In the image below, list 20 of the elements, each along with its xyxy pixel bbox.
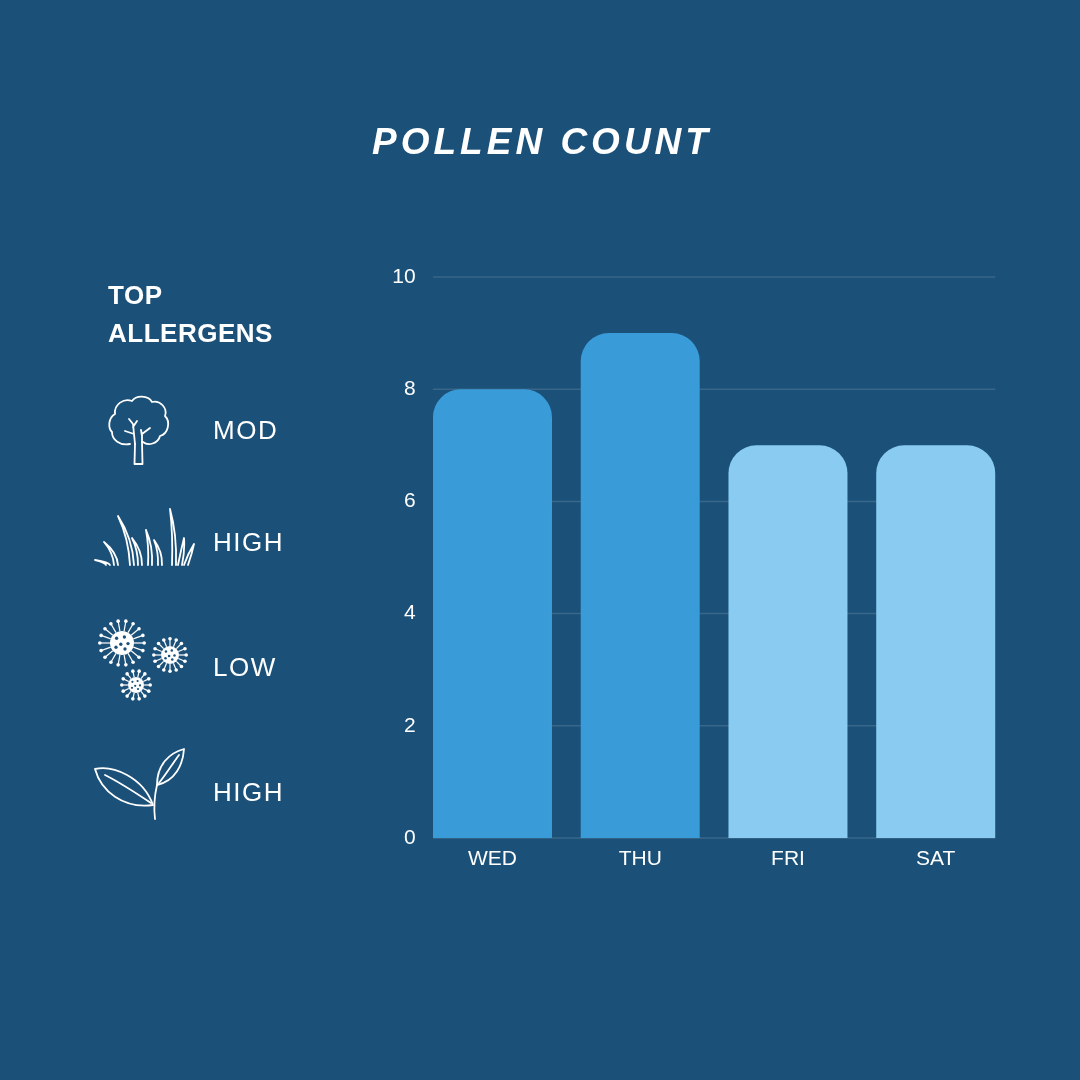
text: HIGH [213,777,284,807]
text: HIGH [213,527,284,557]
bar [580,333,700,838]
y-tick-label: 2 [403,712,416,736]
bar [728,445,848,838]
bar [432,389,552,838]
x-tick-label: WED [467,846,517,870]
bar [876,445,996,838]
x-tick-label: SAT [916,846,956,870]
x-tick-label: THU [618,846,662,870]
chart-title: POLLEN COUNT [372,121,712,162]
y-tick-label: 6 [403,488,416,512]
text: LOW [213,652,277,682]
text: MOD [213,415,279,445]
y-tick-label: 0 [403,824,416,848]
y-tick-label: 8 [403,376,416,399]
y-tick-label: 10 [392,263,416,287]
text: TOP ALLERGENS [108,279,274,350]
y-tick-label: 4 [403,600,416,624]
x-tick-label: FRI [771,846,805,870]
